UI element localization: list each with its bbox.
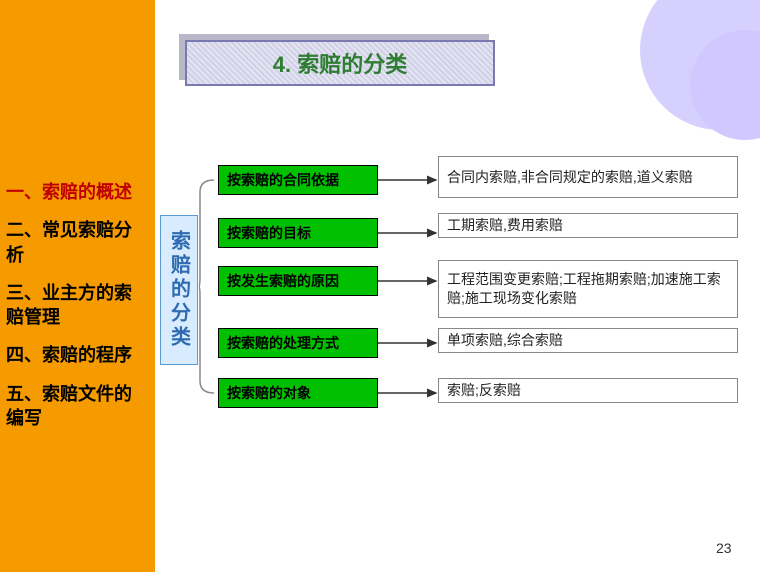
root-node: 索赔的分类 bbox=[160, 215, 198, 365]
category-box: 按索赔的处理方式 bbox=[218, 328, 378, 358]
category-box: 按发生索赔的原因 bbox=[218, 266, 378, 296]
category-desc: 工期索赔,费用索赔 bbox=[438, 213, 738, 238]
category-desc: 工程范围变更索赔;工程拖期索赔;加速施工索赔;施工现场变化索赔 bbox=[438, 260, 738, 318]
category-box: 按索赔的对象 bbox=[218, 378, 378, 408]
sidebar: 一、索赔的概述二、常见索赔分析三、业主方的索赔管理四、索赔的程序五、索赔文件的编… bbox=[0, 0, 155, 572]
nav-item[interactable]: 一、索赔的概述 bbox=[0, 180, 155, 204]
nav-item[interactable]: 五、索赔文件的编写 bbox=[0, 382, 155, 431]
category-box: 按索赔的目标 bbox=[218, 218, 378, 248]
nav-list: 一、索赔的概述二、常见索赔分析三、业主方的索赔管理四、索赔的程序五、索赔文件的编… bbox=[0, 0, 155, 430]
page-number: 23 bbox=[716, 540, 732, 556]
section-title-box: 4. 索赔的分类 bbox=[185, 40, 495, 86]
nav-item[interactable]: 四、索赔的程序 bbox=[0, 343, 155, 367]
nav-item[interactable]: 二、常见索赔分析 bbox=[0, 218, 155, 267]
category-desc: 索赔;反索赔 bbox=[438, 378, 738, 403]
section-title: 4. 索赔的分类 bbox=[273, 47, 407, 79]
category-desc: 合同内索赔,非合同规定的索赔,道义索赔 bbox=[438, 156, 738, 198]
nav-item[interactable]: 三、业主方的索赔管理 bbox=[0, 281, 155, 330]
root-node-label: 索赔的分类 bbox=[165, 230, 194, 350]
category-desc: 单项索赔,综合索赔 bbox=[438, 328, 738, 353]
category-box: 按索赔的合同依据 bbox=[218, 165, 378, 195]
